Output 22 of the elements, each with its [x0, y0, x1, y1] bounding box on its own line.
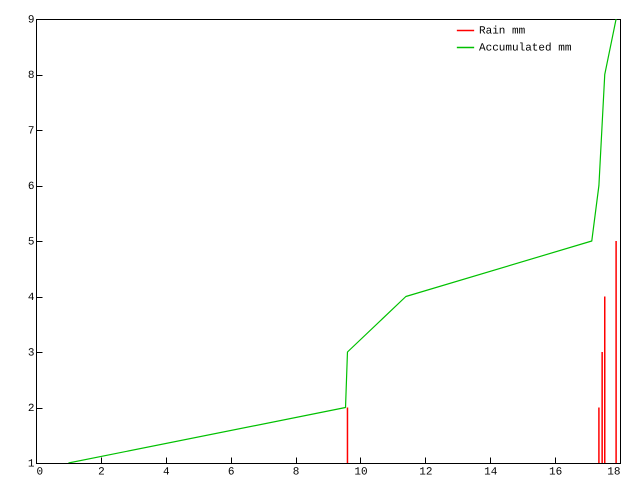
y-tick-label: 7	[28, 126, 34, 138]
y-tick-label: 5	[28, 236, 34, 248]
y-tick-label: 6	[28, 181, 34, 193]
legend-label: Rain mm	[479, 26, 526, 38]
y-tick-label: 4	[28, 292, 35, 304]
line-series	[68, 19, 617, 463]
x-tick-label: 12	[419, 466, 432, 478]
legend-label: Accumulated mm	[479, 42, 572, 54]
y-tick-label: 8	[28, 70, 34, 82]
x-tick-label: 4	[162, 466, 170, 478]
y-tick-label: 1	[28, 458, 35, 470]
y-tick-label: 9	[28, 14, 34, 26]
x-tick-label: 10	[354, 466, 368, 478]
x-tick-label: 8	[292, 466, 300, 478]
y-tick-label: 3	[28, 348, 34, 360]
x-tick-label: 14	[484, 466, 498, 478]
x-tick-label: 18	[607, 466, 620, 478]
x-tick-label: 0	[36, 466, 44, 478]
x-tick-label: 16	[549, 466, 562, 478]
x-tick-label: 2	[98, 466, 105, 478]
y-tick-label: 2	[28, 403, 34, 415]
x-tick-label: 6	[228, 466, 234, 478]
